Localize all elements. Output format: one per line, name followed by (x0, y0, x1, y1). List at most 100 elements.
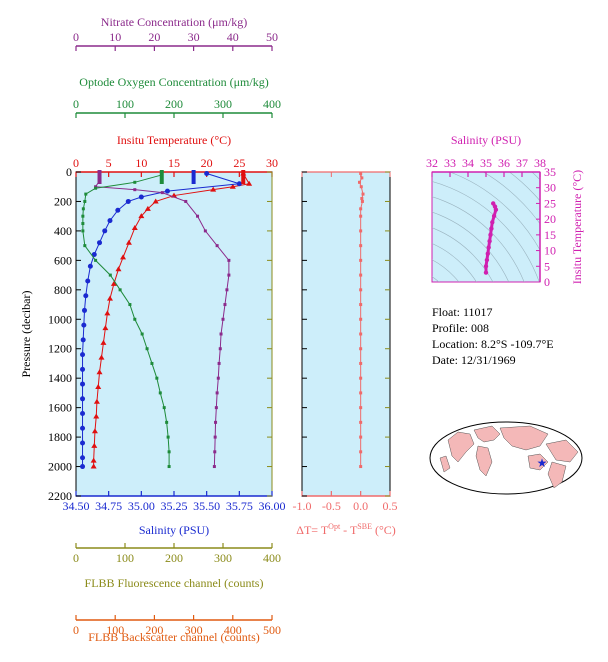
pressure-tick-label: 2200 (48, 489, 72, 503)
pressure-tick-label: 2000 (48, 460, 72, 474)
map-landmass (475, 445, 493, 477)
float-id: Float: 11017 (432, 305, 493, 319)
nitrate-point (223, 303, 227, 307)
salinity-point (81, 307, 87, 313)
insitu-point (102, 325, 109, 331)
delta-tick-label: 0.5 (383, 499, 398, 513)
salinity-point (115, 207, 121, 213)
temperature-tick-label: 5 (106, 156, 112, 170)
t-point (359, 391, 363, 395)
nitrate-series-line (94, 174, 230, 467)
salinity-point (80, 337, 86, 343)
t-point (359, 347, 363, 351)
salinity-axis-title: Salinity (PSU) (139, 523, 209, 537)
salinity-point (80, 464, 86, 470)
insitu-point (152, 198, 159, 204)
t-point (359, 171, 363, 175)
t-point (359, 465, 363, 469)
optode-point (167, 450, 171, 454)
optode-point (81, 214, 85, 218)
insitu-point (93, 413, 100, 419)
t-point (359, 332, 363, 336)
oxygen-tick-label: 400 (263, 97, 281, 111)
inset-temperature-tick-label: 0 (544, 275, 550, 289)
optode-point (133, 317, 137, 321)
temperature-tick-label: 0 (73, 156, 79, 170)
ts-point (491, 201, 496, 206)
inset-salinity-tick-label: 38 (534, 156, 546, 170)
profile-number: Profile: 008 (432, 321, 489, 335)
map-landmass (547, 461, 567, 489)
pressure-axis-title: Pressure (decibar) (19, 291, 33, 378)
nitrate-point (215, 244, 219, 248)
nitrate-point (160, 191, 164, 195)
salinity-point (87, 263, 93, 269)
oxygen-tick-label: 300 (214, 97, 232, 111)
t-point (359, 361, 363, 365)
delta-tick-label: -0.5 (322, 499, 341, 513)
inset-temperature-tick-label: 15 (544, 228, 556, 242)
optode-point (94, 258, 98, 262)
insitu-point (96, 369, 103, 375)
insitu-point (115, 266, 122, 272)
salinity-point (80, 366, 86, 372)
nitrate-surface-marker (97, 170, 102, 184)
pressure-tick-label: 200 (54, 194, 72, 208)
temperature-tick-label: 10 (135, 156, 147, 170)
nitrate-tick-label: 20 (148, 30, 160, 44)
salinity-point (85, 278, 91, 284)
backscatter-axis-title: FLBB Backscatter channel (counts) (88, 630, 260, 644)
t-point (359, 229, 363, 233)
nitrate-point (214, 420, 218, 424)
fluorescence-tick-label: 100 (116, 551, 134, 565)
insitu-point (98, 354, 105, 360)
nitrate-axis-title: Nitrate Concentration (μm/kg) (101, 15, 247, 29)
map-landmass (439, 455, 451, 473)
optode-point (165, 420, 169, 424)
insitu-point (131, 224, 138, 230)
temperature-tick-label: 20 (201, 156, 213, 170)
optode-point (118, 288, 122, 292)
t-point (359, 450, 363, 454)
fluorescence-tick-label: 0 (73, 551, 79, 565)
t-point (359, 376, 363, 380)
density-contour (432, 196, 525, 282)
delta-tick-label: 0.0 (353, 499, 368, 513)
salinity-tick-label: 34.50 (63, 499, 90, 513)
delta-tick-label: -1.0 (293, 499, 312, 513)
inset-salinity-tick-label: 33 (444, 156, 456, 170)
ts-point (487, 238, 492, 244)
optode-point (167, 465, 171, 469)
salinity-point (97, 240, 103, 246)
insitu-point (100, 339, 107, 345)
nitrate-point (217, 361, 221, 365)
pressure-tick-label: 0 (66, 165, 72, 179)
insitu-point (246, 180, 253, 186)
density-contour (432, 211, 510, 282)
density-contour (432, 181, 540, 282)
t-point (357, 180, 361, 184)
t-point (361, 192, 365, 196)
salinity-tick-label: 35.50 (193, 499, 220, 513)
backscatter-tick-label: 400 (224, 623, 242, 637)
oxygen-axis-title: Optode Oxygen Concentration (μm/kg) (79, 75, 268, 89)
map-landmass (545, 439, 579, 463)
t-point (360, 176, 364, 180)
nitrate-point (225, 288, 229, 292)
salinity-point (102, 228, 108, 234)
t-point (359, 317, 363, 321)
salinity-point (80, 381, 86, 387)
nitrate-point (214, 406, 218, 410)
optode-point (150, 361, 154, 365)
optode-point (84, 192, 88, 196)
ts-point (484, 257, 490, 263)
insitu-point (110, 280, 117, 286)
nitrate-tick-label: 40 (227, 30, 239, 44)
optode-point (81, 229, 85, 233)
t-point (359, 258, 363, 262)
float-info: Float: 11017 Profile: 008 Location: 8.2°… (432, 304, 554, 368)
insitu-point (106, 295, 113, 301)
ts-point (491, 213, 497, 219)
salinity-point (236, 181, 242, 187)
